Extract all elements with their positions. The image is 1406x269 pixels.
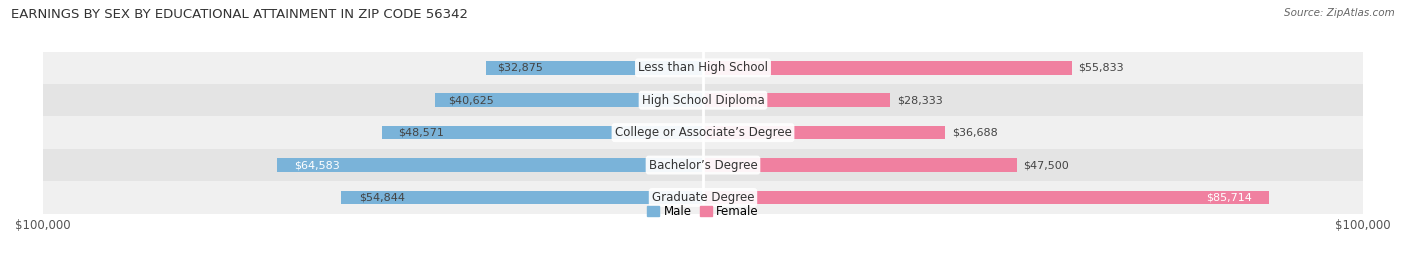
Bar: [42, 149, 1364, 181]
Text: Less than High School: Less than High School: [638, 61, 768, 74]
Text: $85,714: $85,714: [1206, 193, 1251, 203]
Bar: [382, 126, 703, 139]
Text: $36,688: $36,688: [952, 128, 998, 138]
Bar: [703, 126, 945, 139]
Text: EARNINGS BY SEX BY EDUCATIONAL ATTAINMENT IN ZIP CODE 56342: EARNINGS BY SEX BY EDUCATIONAL ATTAINMEN…: [11, 8, 468, 21]
Text: Source: ZipAtlas.com: Source: ZipAtlas.com: [1284, 8, 1395, 18]
Text: $28,333: $28,333: [897, 95, 942, 105]
Text: $48,571: $48,571: [398, 128, 444, 138]
Bar: [42, 181, 1364, 214]
Text: $55,833: $55,833: [1078, 63, 1123, 73]
Bar: [434, 93, 703, 107]
Bar: [703, 191, 1268, 204]
Bar: [486, 61, 703, 75]
Text: Graduate Degree: Graduate Degree: [652, 191, 754, 204]
Bar: [703, 158, 1017, 172]
Text: High School Diploma: High School Diploma: [641, 94, 765, 107]
Text: College or Associate’s Degree: College or Associate’s Degree: [614, 126, 792, 139]
Bar: [42, 116, 1364, 149]
Bar: [42, 84, 1364, 116]
Bar: [340, 191, 703, 204]
Text: $32,875: $32,875: [496, 63, 543, 73]
Bar: [277, 158, 703, 172]
Bar: [42, 52, 1364, 84]
Text: $64,583: $64,583: [294, 160, 339, 170]
Text: $47,500: $47,500: [1024, 160, 1069, 170]
Bar: [703, 93, 890, 107]
Bar: [703, 61, 1071, 75]
Text: $40,625: $40,625: [449, 95, 494, 105]
Text: Bachelor’s Degree: Bachelor’s Degree: [648, 158, 758, 172]
Text: $54,844: $54,844: [359, 193, 405, 203]
Legend: Male, Female: Male, Female: [643, 200, 763, 223]
